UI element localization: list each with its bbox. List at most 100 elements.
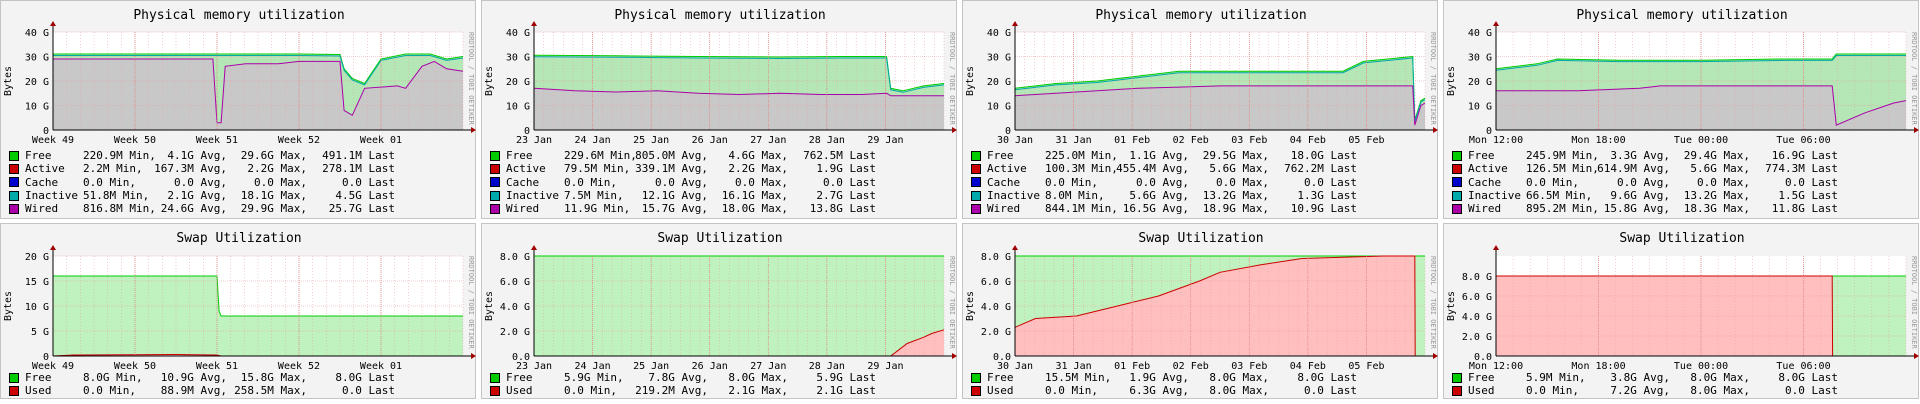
y-tick-label: 20 G [25, 77, 49, 88]
legend-stat: 4.1G Avg, [167, 149, 227, 162]
x-tick-label: 26 Jan [692, 361, 728, 372]
legend-stat: 258.5M Max, [234, 384, 307, 398]
x-tick-label: Tue 00:00 [1674, 361, 1728, 372]
legend-swatch [9, 385, 19, 396]
legend-stat: 18.3G Max, [1683, 202, 1750, 216]
legend-row-free: Free 229.6M Min, 805.0M Avg, 4.6G Max, 762.5… [490, 149, 876, 162]
x-tick-label: 30 Jan [997, 361, 1033, 372]
x-tick-label: Mon 12:00 [1469, 135, 1523, 146]
y-tick-label: 8.0 G [1462, 272, 1492, 283]
legend-name: Cache [506, 175, 540, 189]
wired-line [1496, 85, 1907, 126]
legend-stat: 0.0 Min, [1045, 175, 1098, 189]
legend-name: Wired [1468, 202, 1502, 216]
legend-stat: 1.5G Last [1778, 188, 1838, 202]
legend-stat: 8.0G Last [1297, 371, 1357, 384]
legend-stat: 7.5M Min, [564, 188, 624, 202]
y-tick-label: 40 G [987, 28, 1011, 39]
legend-row-inactive: Inactive 7.5M Min, 12.1G Avg, 16.1G Max, 2.7… [490, 189, 876, 202]
legend-stat: 2.2G Max, [247, 162, 307, 176]
memory-graph-2: Physical memory utilization Bytes RRDTOOL … [481, 0, 957, 219]
legend-stat: 0.0 Min, [1526, 384, 1579, 398]
legend-stat: 29.4G Max, [1683, 149, 1750, 162]
legend-swatch [1452, 163, 1462, 174]
wired-area [534, 88, 944, 130]
x-tick-label: Tue 06:00 [1776, 361, 1830, 372]
legend-name: Free [25, 149, 52, 162]
legend-swatch [971, 163, 981, 174]
used-line [1014, 255, 1425, 357]
graph-title: Physical memory utilization [1576, 8, 1787, 23]
legend-stat: 0.0 Avg, [1617, 175, 1670, 189]
legend-swatch [971, 177, 981, 188]
y-tick-label: 30 G [1468, 53, 1492, 64]
legend-row-wired: Wired 816.8M Min, 24.6G Avg, 29.9G Max, 25.7… [9, 202, 395, 215]
graph-title: Swap Utilization [1138, 231, 1263, 246]
x-tick-label: 27 Jan [750, 361, 786, 372]
x-tick-label: 05 Feb [1348, 135, 1384, 146]
y-tick-label: 15 G [25, 277, 49, 288]
used-area [534, 329, 944, 356]
y-tick-label: 4.0 G [981, 302, 1011, 313]
legend-stat: 0.0 Last [823, 175, 876, 189]
legend-name: Active [25, 162, 65, 176]
y-tick-label: 6.0 G [1462, 292, 1492, 303]
legend-stat: 13.8G Last [809, 202, 876, 216]
legend-row-used: Used 0.0 Min, 219.2M Avg, 2.1G Max, 2.1G Las… [490, 384, 876, 397]
legend-stat: 0.0 Last [1304, 175, 1357, 189]
y-tick-label: 8.0 G [981, 252, 1011, 263]
legend-stat: 11.9G Min, [564, 202, 631, 216]
legend-stat: 0.0 Min, [1045, 384, 1098, 398]
y-tick-label: 30 G [25, 53, 49, 64]
legend-name: Free [506, 371, 533, 384]
graph-legend: Free 15.5M Min, 1.9G Avg, 8.0G Max, 8.0G Las… [971, 371, 1357, 398]
legend-stat: 3.8G Avg, [1610, 371, 1670, 384]
legend-name: Used [1468, 384, 1495, 398]
legend-name: Free [506, 149, 533, 162]
legend-stat: 2.2G Max, [728, 162, 788, 176]
legend-stat: 1.3G Last [1297, 188, 1357, 202]
y-tick-label: 40 G [25, 28, 49, 39]
y-axis-label: Bytes [965, 66, 976, 96]
y-tick-label: 30 G [987, 53, 1011, 64]
legend-stat: 29.9G Max, [240, 202, 307, 216]
graph-legend: Free 8.0G Min, 10.9G Avg, 15.8G Max, 8.0G La… [9, 371, 395, 398]
y-tick-label: 0 [43, 352, 49, 363]
swap-graph-1: Swap Utilization Bytes RRDTOOL / TOBI OETI… [0, 223, 476, 399]
legend-swatch [9, 372, 19, 383]
legend-stat: 339.1M Avg, [635, 162, 708, 176]
legend-stat: 8.0G Last [335, 371, 395, 384]
legend-name: Cache [25, 175, 59, 189]
y-tick-label: 0 [43, 126, 49, 137]
legend-name: Free [987, 149, 1014, 162]
legend-swatch [1452, 385, 1462, 396]
legend-row-cache: Cache 0.0 Min, 0.0 Avg, 0.0 Max, 0.0 Last [1452, 176, 1838, 189]
y-tick-label: 0 [524, 126, 530, 137]
y-tick-label: 2.0 G [500, 327, 530, 338]
inactive-line [533, 56, 945, 93]
legend-stat: 2.1G Last [816, 384, 876, 398]
y-axis-label: Bytes [484, 66, 495, 96]
legend-row-wired: Wired 844.1M Min, 16.5G Avg, 18.9G Max, 10.9… [971, 202, 1357, 215]
graph-canvas: Swap Utilization Bytes RRDTOOL / TOBI OETI… [3, 231, 476, 372]
legend-stat: 24.6G Avg, [160, 202, 227, 216]
graph-legend: Free 245.9M Min, 3.3G Avg, 29.4G Max, 16.9G … [1452, 149, 1838, 215]
legend-stat: 11.8G Last [1771, 202, 1838, 216]
y-tick-label: 2.0 G [981, 327, 1011, 338]
x-tick-label: 29 Jan [867, 135, 903, 146]
y-tick-label: 4.0 G [500, 302, 530, 313]
legend-stat: 29.5G Max, [1202, 149, 1269, 162]
y-tick-label: 10 G [506, 102, 530, 113]
legend-name: Used [506, 384, 533, 398]
free-line [53, 275, 463, 317]
legend-row-free: Free 220.9M Min, 4.1G Avg, 29.6G Max, 491.1M… [9, 149, 395, 162]
legend-stat: 0.0 Last [342, 384, 395, 398]
graph-title: Swap Utilization [1619, 231, 1744, 246]
y-axis-label: Bytes [1446, 291, 1457, 321]
y-tick-label: 0 [1005, 126, 1011, 137]
legend-stat: 0.0 Max, [254, 175, 307, 189]
legend-stat: 0.0 Last [1785, 175, 1838, 189]
wired-line [533, 87, 944, 97]
x-tick-label: Tue 06:00 [1776, 135, 1830, 146]
legend-name: Cache [987, 175, 1021, 189]
